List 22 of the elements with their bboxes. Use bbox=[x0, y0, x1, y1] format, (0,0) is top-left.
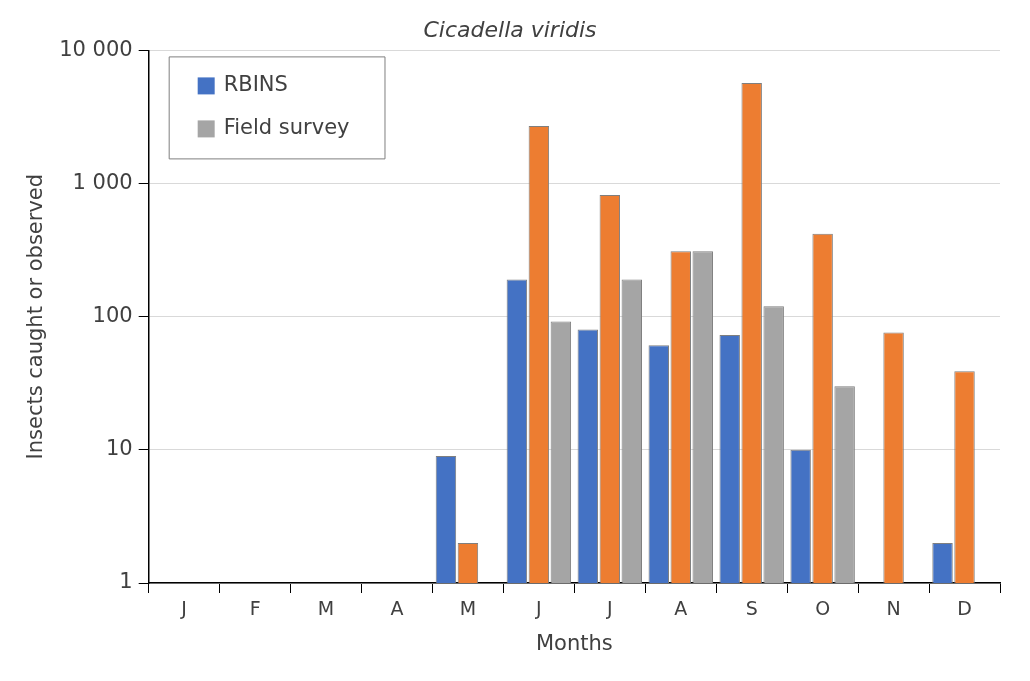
x-tick-label: J bbox=[606, 597, 613, 620]
x-tick-label: M bbox=[317, 597, 335, 620]
x-tick-label: J bbox=[535, 597, 542, 620]
x-tick-label: O bbox=[815, 597, 831, 620]
y-axis-title: Insects caught or observed bbox=[23, 173, 48, 460]
x-tick-label: M bbox=[459, 597, 477, 620]
chart-title: Cicadella viridis bbox=[423, 16, 597, 42]
x-tick-label: N bbox=[886, 597, 901, 620]
x-tick-label: A bbox=[674, 597, 688, 620]
y-tick-label: 10 bbox=[105, 436, 133, 461]
legend-label: Field survey bbox=[223, 114, 350, 139]
x-tick-label: D bbox=[957, 597, 972, 620]
y-tick-label: 1 000 bbox=[72, 170, 133, 194]
x-axis-title: Months bbox=[535, 630, 613, 655]
x-tick-label: S bbox=[745, 597, 758, 620]
x-tick-label: J bbox=[180, 597, 187, 620]
x-tick-label: F bbox=[249, 597, 261, 620]
y-tick-label: 1 bbox=[119, 569, 133, 594]
y-tick-label: 100 bbox=[92, 303, 133, 328]
x-tick-label: A bbox=[390, 597, 404, 620]
y-tick-label: 10 000 bbox=[59, 36, 133, 61]
legend-label: RBINS bbox=[223, 71, 288, 96]
